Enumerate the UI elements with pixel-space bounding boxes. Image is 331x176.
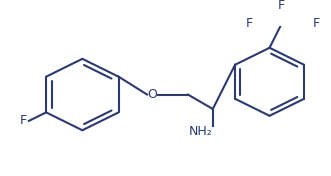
Text: O: O: [147, 88, 157, 101]
Text: F: F: [246, 17, 253, 30]
Text: F: F: [313, 17, 320, 30]
Text: F: F: [20, 114, 27, 127]
Text: NH₂: NH₂: [189, 125, 213, 138]
Text: F: F: [278, 0, 285, 12]
